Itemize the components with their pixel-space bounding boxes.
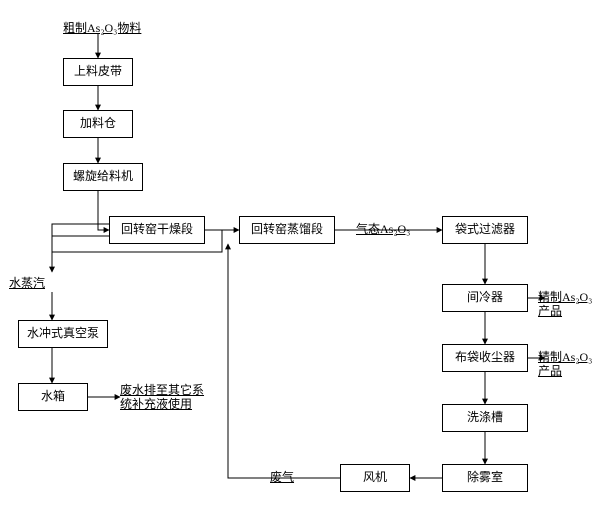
node-text-prod1: 精制As₂O₃产品 [538, 290, 592, 318]
node-text-bagfilter: 袋式过滤器 [455, 222, 515, 238]
node-exhaust: 废气 [270, 470, 294, 484]
node-text-raw: 粗制As₂O₃物料 [63, 21, 141, 35]
node-raw: 粗制As₂O₃物料 [63, 21, 141, 35]
node-fan: 风机 [340, 464, 410, 492]
node-text-belt: 上料皮带 [74, 64, 122, 80]
node-text-fan: 风机 [363, 470, 387, 486]
edge-screw-dryer [98, 191, 109, 230]
node-text-distill: 回转窑蒸馏段 [251, 222, 323, 238]
node-text-waste: 废水排至其它系 统补充液使用 [120, 383, 204, 411]
node-steam: 水蒸汽 [9, 276, 45, 290]
node-bagfilter: 袋式过滤器 [442, 216, 528, 244]
node-intercool: 间冷器 [442, 284, 528, 312]
edge-fan-distill-b [228, 244, 340, 478]
node-waste: 废水排至其它系 统补充液使用 [120, 383, 204, 412]
node-tank: 水箱 [18, 383, 88, 411]
node-text-exhaust: 废气 [270, 470, 294, 484]
node-text-intercool: 间冷器 [467, 290, 503, 306]
node-text-demist: 除雾室 [467, 470, 503, 486]
node-text-gasAsO: 气态As₂O₃ [356, 222, 410, 236]
node-baghouse: 布袋收尘器 [442, 344, 528, 372]
node-dryer: 回转窑干燥段 [109, 216, 205, 244]
node-scrubber: 洗涤槽 [442, 404, 528, 432]
node-prod1: 精制As₂O₃产品 [538, 290, 600, 319]
node-text-steam: 水蒸汽 [9, 276, 45, 290]
node-belt: 上料皮带 [63, 58, 133, 86]
node-distill: 回转窑蒸馏段 [239, 216, 335, 244]
node-screw: 螺旋给料机 [63, 163, 143, 191]
node-text-screw: 螺旋给料机 [73, 169, 133, 185]
node-text-hopper: 加料仓 [80, 116, 116, 132]
node-hopper: 加料仓 [63, 110, 133, 138]
node-text-scrubber: 洗涤槽 [467, 410, 503, 426]
node-text-vacpump: 水冲式真空泵 [27, 326, 99, 342]
edge-dryer-l-steam [52, 224, 109, 272]
node-text-prod2: 精制As₂O₃产品 [538, 350, 592, 378]
node-text-dryer: 回转窑干燥段 [121, 222, 193, 238]
node-text-baghouse: 布袋收尘器 [455, 350, 515, 366]
node-text-tank: 水箱 [41, 389, 65, 405]
node-vacpump: 水冲式真空泵 [18, 320, 108, 348]
node-gasAsO: 气态As₂O₃ [356, 222, 410, 236]
node-demist: 除雾室 [442, 464, 528, 492]
node-prod2: 精制As₂O₃产品 [538, 350, 600, 379]
